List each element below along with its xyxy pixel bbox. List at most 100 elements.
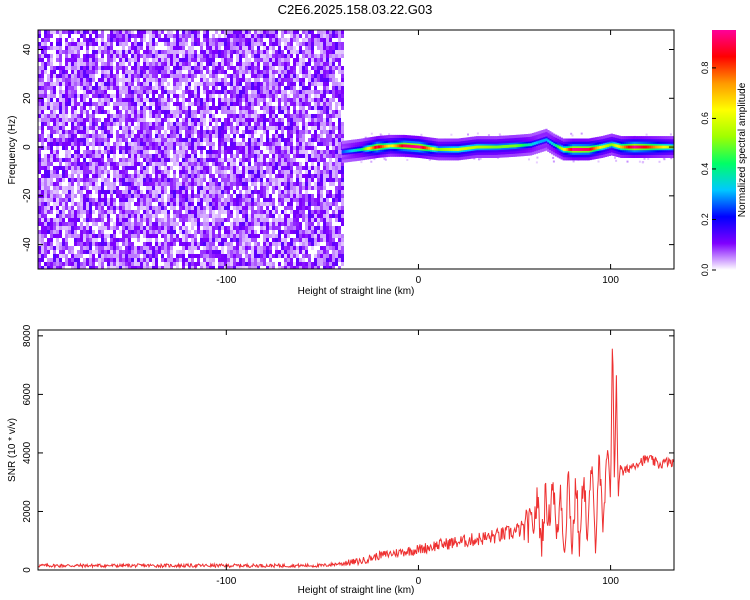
heatmap-noise-cell [242, 202, 245, 206]
heatmap-noise-cell [194, 210, 197, 214]
heatmap-noise-cell [287, 234, 290, 238]
heatmap-noise-cell [116, 218, 119, 222]
heatmap-noise-cell [221, 38, 224, 42]
heatmap-noise-cell [338, 90, 341, 94]
heatmap-noise-cell [56, 186, 59, 190]
heatmap-noise-cell [182, 214, 185, 222]
heatmap-noise-cell [71, 254, 74, 258]
heatmap-noise-cell [149, 74, 152, 78]
heatmap-noise-cell [128, 158, 131, 162]
heatmap-noise-cell [167, 134, 170, 138]
heatmap-noise-cell [161, 30, 164, 34]
heatmap-noise-cell [236, 246, 239, 250]
heatmap-noise-cell [218, 70, 221, 74]
heatmap-noise-cell [311, 210, 314, 214]
heatmap-noise-cell [212, 210, 215, 218]
heatmap-noise-cell [104, 146, 107, 150]
heatmap-noise-cell [227, 162, 230, 166]
heatmap-noise-cell [284, 242, 287, 246]
heatmap-noise-cell [218, 182, 221, 186]
heatmap-noise-cell [212, 98, 215, 102]
heatmap-noise-cell [65, 118, 68, 122]
heatmap-noise-cell [71, 178, 74, 182]
heatmap-noise-cell [41, 190, 44, 198]
heatmap-noise-cell [59, 54, 62, 62]
heatmap-noise-cell [176, 46, 179, 50]
heatmap-noise-cell [296, 230, 299, 234]
heatmap-noise-cell [185, 114, 188, 118]
heatmap-noise-cell [50, 218, 53, 226]
heatmap-noise-cell [158, 162, 161, 170]
heatmap-noise-cell [209, 98, 212, 102]
heatmap-noise-cell [176, 134, 179, 138]
heatmap-noise-cell [134, 70, 137, 74]
heatmap-noise-cell [98, 58, 101, 62]
heatmap-noise-cell [62, 98, 65, 102]
heatmap-noise-cell [143, 146, 146, 150]
heatmap-noise-cell [44, 222, 47, 226]
heatmap-noise-cell [38, 246, 41, 250]
heatmap-noise-cell [179, 42, 182, 46]
heatmap-noise-cell [143, 114, 146, 118]
heatmap-noise-cell [287, 206, 290, 210]
heatmap-noise-cell [92, 258, 95, 262]
heatmap-noise-cell [203, 42, 206, 46]
heatmap-noise-cell [308, 74, 311, 78]
heatmap-noise-cell [191, 134, 194, 138]
heatmap-noise-cell [317, 102, 320, 106]
heatmap-noise-cell [179, 254, 182, 258]
heatmap-noise-cell [68, 230, 71, 234]
heatmap-noise-cell [281, 30, 284, 38]
heatmap-noise-cell [62, 206, 65, 214]
heatmap-noise-cell [59, 98, 62, 102]
heatmap-noise-cell [152, 114, 155, 118]
heatmap-noise-cell [320, 54, 323, 58]
heatmap-noise-cell [86, 62, 89, 66]
heatmap-noise-cell [281, 98, 284, 102]
heatmap-noise-cell [296, 254, 299, 258]
heatmap-noise-cell [284, 102, 287, 106]
heatmap-noise-cell [332, 262, 335, 266]
heatmap-noise-cell [290, 114, 293, 118]
heatmap-noise-cell [173, 102, 176, 106]
heatmap-noise-cell [89, 42, 92, 46]
heatmap-noise-cell [248, 38, 251, 42]
heatmap-noise-cell [236, 150, 239, 158]
heatmap-noise-cell [197, 246, 200, 250]
heatmap-noise-cell [227, 74, 230, 78]
heatmap-noise-cell [248, 114, 251, 118]
heatmap-noise-cell [332, 194, 335, 198]
heatmap-noise-cell [305, 54, 308, 58]
heatmap-speckle-cell [450, 133, 453, 136]
heatmap-noise-cell [299, 226, 302, 230]
heatmap-noise-cell [266, 146, 269, 150]
heatmap-noise-cell [323, 54, 326, 58]
heatmap-noise-cell [170, 114, 173, 118]
heatmap-noise-cell [143, 122, 146, 130]
heatmap-noise-cell [152, 210, 155, 214]
heatmap-noise-cell [188, 34, 191, 38]
heatmap-noise-cell [173, 126, 176, 130]
heatmap-noise-cell [275, 206, 278, 210]
heatmap-speckle-cell [580, 132, 583, 135]
heatmap-noise-cell [242, 150, 245, 154]
heatmap-noise-cell [293, 118, 296, 122]
heatmap-noise-cell [245, 46, 248, 54]
heatmap-noise-cell [266, 86, 269, 90]
heatmap-noise-cell [299, 138, 302, 142]
heatmap-noise-cell [50, 142, 53, 146]
heatmap-noise-cell [275, 174, 278, 178]
heatmap-noise-cell [218, 266, 221, 269]
heatmap-noise-cell [218, 242, 221, 246]
heatmap-noise-cell [221, 190, 224, 194]
heatmap-noise-cell [281, 254, 284, 258]
heatmap-noise-cell [83, 186, 86, 190]
heatmap-noise-cell [38, 214, 41, 218]
heatmap-noise-cell [284, 30, 287, 34]
heatmap-noise-cell [149, 206, 152, 210]
heatmap-noise-cell [182, 118, 185, 122]
heatmap-noise-cell [233, 142, 236, 150]
heatmap-noise-cell [53, 70, 56, 74]
heatmap-noise-cell [323, 174, 326, 182]
heatmap-noise-cell [128, 154, 131, 158]
